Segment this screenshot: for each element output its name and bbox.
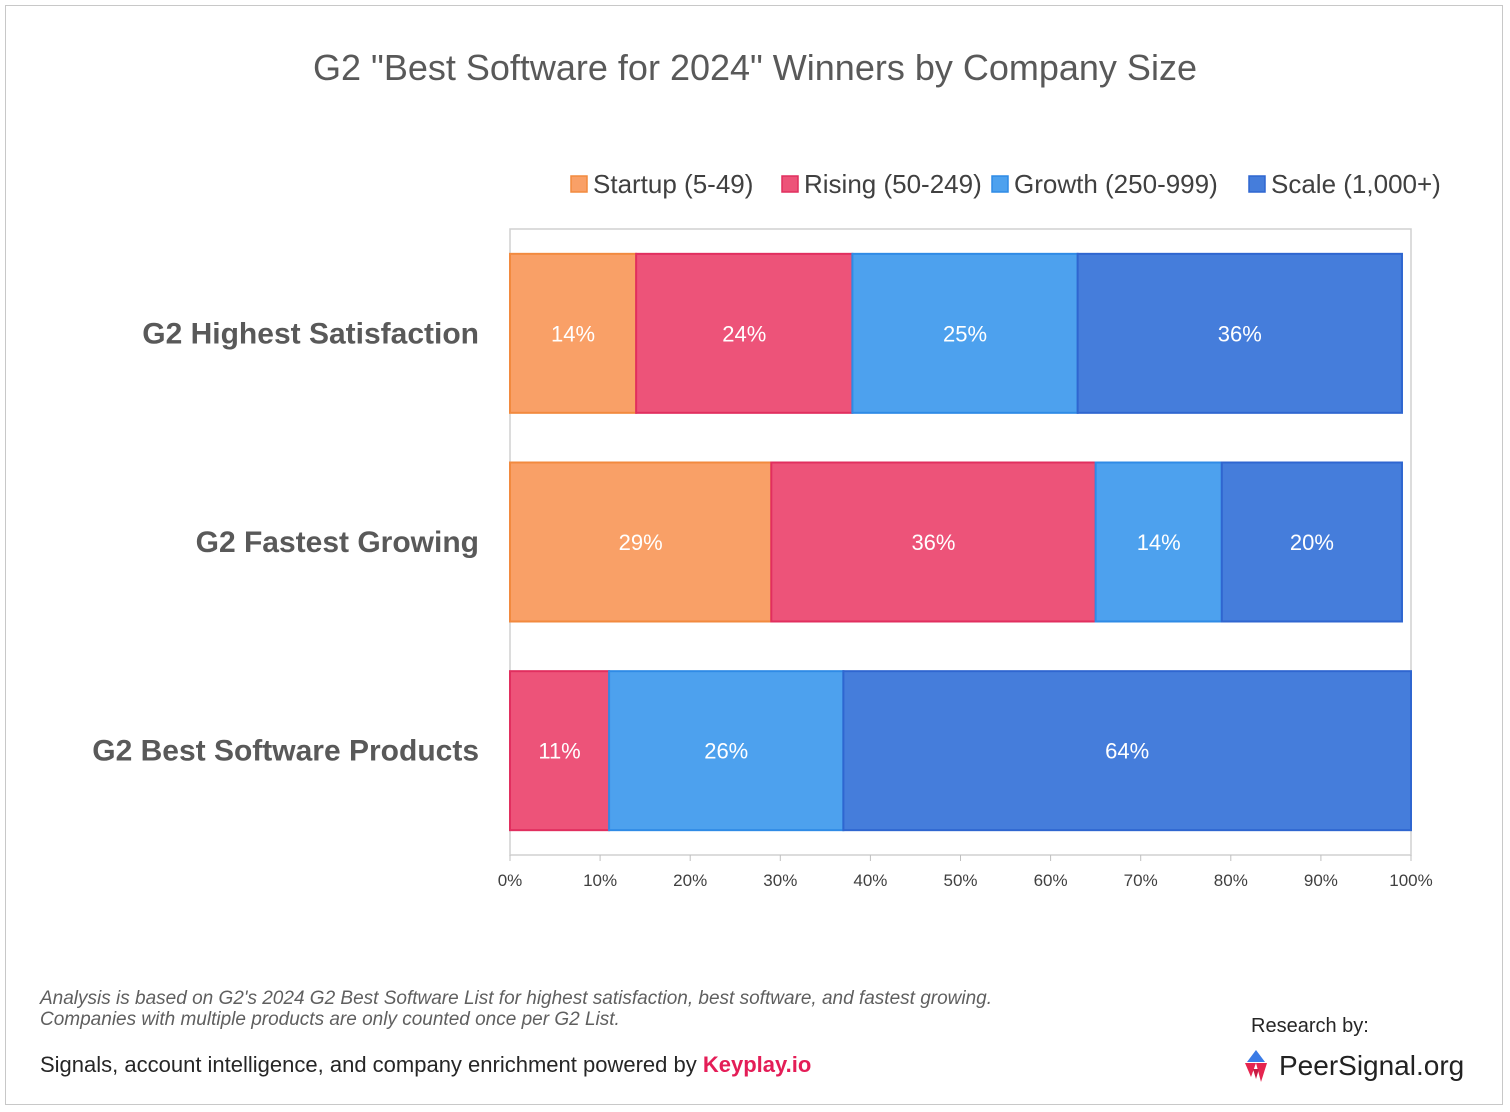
- data-label: 24%: [722, 321, 766, 346]
- legend-swatch: [1248, 175, 1266, 193]
- data-label: 25%: [943, 321, 987, 346]
- data-label: 11%: [538, 739, 580, 764]
- bar-segment: [842, 670, 1412, 832]
- powered-by-line: Signals, account intelligence, and compa…: [40, 1052, 811, 1078]
- powered-by-text: Signals, account intelligence, and compa…: [40, 1052, 703, 1077]
- legend-label: Startup (5-49): [593, 169, 753, 199]
- data-label: 29%: [619, 530, 663, 555]
- legend-swatch: [991, 175, 1009, 193]
- x-tick-label: 30%: [763, 871, 797, 890]
- bar-segment: [509, 670, 611, 832]
- bar-segment: [509, 461, 773, 623]
- x-tick-label: 40%: [853, 871, 887, 890]
- x-tick-label: 90%: [1304, 871, 1338, 890]
- chart-title: G2 "Best Software for 2024" Winners by C…: [313, 47, 1197, 88]
- peersignal-logo-icon: [1245, 1050, 1267, 1082]
- keyplay-link[interactable]: Keyplay.io: [702, 1052, 812, 1077]
- analysis-footnote: Analysis is based on G2's 2024 G2 Best S…: [40, 988, 993, 1030]
- bar-segment: [1076, 252, 1403, 414]
- legend-label: Growth (250-999): [1014, 169, 1218, 199]
- peersignal-logo[interactable]: PeerSignal.org: [1241, 1046, 1464, 1086]
- peersignal-logo-text: PeerSignal.org: [1279, 1050, 1465, 1081]
- category-label: G2 Highest Satisfaction: [142, 317, 479, 350]
- data-label: 26%: [704, 739, 748, 764]
- legend-swatch: [570, 175, 588, 193]
- data-label: 36%: [1218, 321, 1262, 346]
- x-tick-label: 10%: [583, 871, 617, 890]
- data-label: 36%: [911, 530, 955, 555]
- x-tick-label: 0%: [498, 871, 523, 890]
- data-label: 20%: [1290, 530, 1334, 555]
- x-tick-label: 100%: [1389, 871, 1432, 890]
- bar-segment: [509, 252, 638, 414]
- data-label: 14%: [551, 321, 595, 346]
- x-tick-label: 80%: [1214, 871, 1248, 890]
- data-label: 64%: [1105, 739, 1149, 764]
- legend-label: Rising (50-249): [804, 169, 982, 199]
- bar-segment: [851, 252, 1079, 414]
- data-label: 14%: [1137, 530, 1181, 555]
- x-tick-label: 60%: [1034, 871, 1068, 890]
- x-tick-label: 50%: [943, 871, 977, 890]
- legend-label: Scale (1,000+): [1271, 169, 1441, 199]
- research-by-label: Research by:: [1251, 1015, 1369, 1037]
- bar-segment: [1094, 461, 1223, 623]
- bar-segment: [1220, 461, 1403, 623]
- legend-swatch: [781, 175, 799, 193]
- category-label: G2 Best Software Products: [92, 735, 479, 768]
- x-tick-label: 70%: [1124, 871, 1158, 890]
- chart-frame: [5, 5, 1503, 1105]
- x-tick-label: 20%: [673, 871, 707, 890]
- category-label: G2 Fastest Growing: [196, 526, 479, 559]
- bar-segment: [635, 252, 854, 414]
